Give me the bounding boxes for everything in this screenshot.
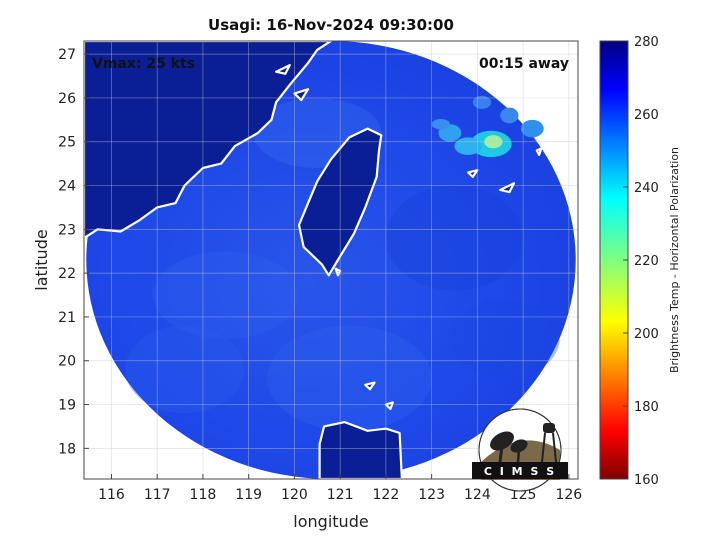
y-tick-label: 24 [58, 179, 76, 195]
x-tick-label: 118 [190, 487, 217, 503]
small-island [293, 88, 310, 102]
satellite-dish-icon [490, 431, 514, 451]
vmax-annotation: Vmax: 25 kts [92, 56, 195, 72]
y-tick-label: 26 [58, 91, 76, 107]
colorbar-ticks: 160 180 200 220 240 260 280 [623, 35, 659, 488]
texture-blob [266, 325, 432, 431]
y-axis-ticks: 18 19 20 21 22 23 24 25 26 27 [58, 47, 89, 457]
y-axis-label: latitude [32, 229, 51, 290]
chart-title: Usagi: 16-Nov-2024 09:30:00 [208, 16, 454, 34]
small-island [467, 169, 479, 178]
colorbar-tick-label: 200 [634, 327, 659, 342]
y-tick-label: 23 [58, 222, 76, 238]
time-away-annotation: 00:15 away [479, 56, 569, 72]
satellite-dish-small-icon [510, 439, 528, 453]
texture-blob [152, 251, 299, 339]
texture-blob [125, 325, 245, 414]
small-island [535, 147, 543, 156]
colorbar-tick-label: 260 [634, 108, 659, 123]
x-tick-label: 123 [418, 487, 445, 503]
plot-content [84, 41, 578, 479]
small-island [384, 401, 394, 410]
colorbar-tick-label: 160 [634, 473, 659, 488]
cimss-logo: C I M S S [472, 408, 568, 492]
x-tick-label: 116 [98, 487, 125, 503]
small-island [364, 381, 376, 391]
x-tick-label: 119 [235, 487, 262, 503]
texture-blob [449, 299, 560, 379]
y-tick-label: 20 [58, 354, 76, 370]
mainland-china [84, 41, 333, 240]
y-tick-label: 19 [58, 398, 76, 414]
logo-text: C I M S S [484, 465, 556, 478]
texture-blob [385, 185, 524, 291]
plot-frame [83, 40, 579, 480]
x-tick-label: 126 [555, 487, 582, 503]
y-tick-label: 21 [58, 310, 76, 326]
colorbar-tick-label: 180 [634, 400, 659, 415]
x-tick-label: 121 [327, 487, 354, 503]
small-island [275, 63, 291, 75]
colorbar-tick-label: 220 [634, 254, 659, 269]
luzon [318, 421, 403, 479]
x-axis-label: longitude [293, 512, 368, 531]
y-tick-label: 18 [58, 441, 76, 457]
x-tick-label: 117 [144, 487, 171, 503]
convective-cell [431, 118, 450, 130]
grid-lines [84, 41, 578, 479]
x-tick-label: 124 [464, 487, 491, 503]
convective-cell [520, 119, 544, 138]
colorbar-tick-label: 280 [634, 35, 659, 50]
water-tower-icon [543, 423, 555, 433]
y-tick-label: 25 [58, 135, 76, 151]
y-tick-label: 22 [58, 266, 76, 282]
colorbar-label: Brightness Temp - Horizontal Polarizatio… [668, 147, 681, 373]
x-tick-label: 120 [281, 487, 308, 503]
convective-cells [431, 95, 544, 158]
x-axis-ticks: 116 117 118 119 120 121 122 123 124 125 126 [98, 474, 582, 503]
convective-cell [500, 107, 519, 124]
x-tick-label: 122 [373, 487, 400, 503]
y-tick-label: 27 [58, 47, 76, 63]
convective-cell [454, 137, 482, 155]
colorbar-tick-label: 240 [634, 181, 659, 196]
